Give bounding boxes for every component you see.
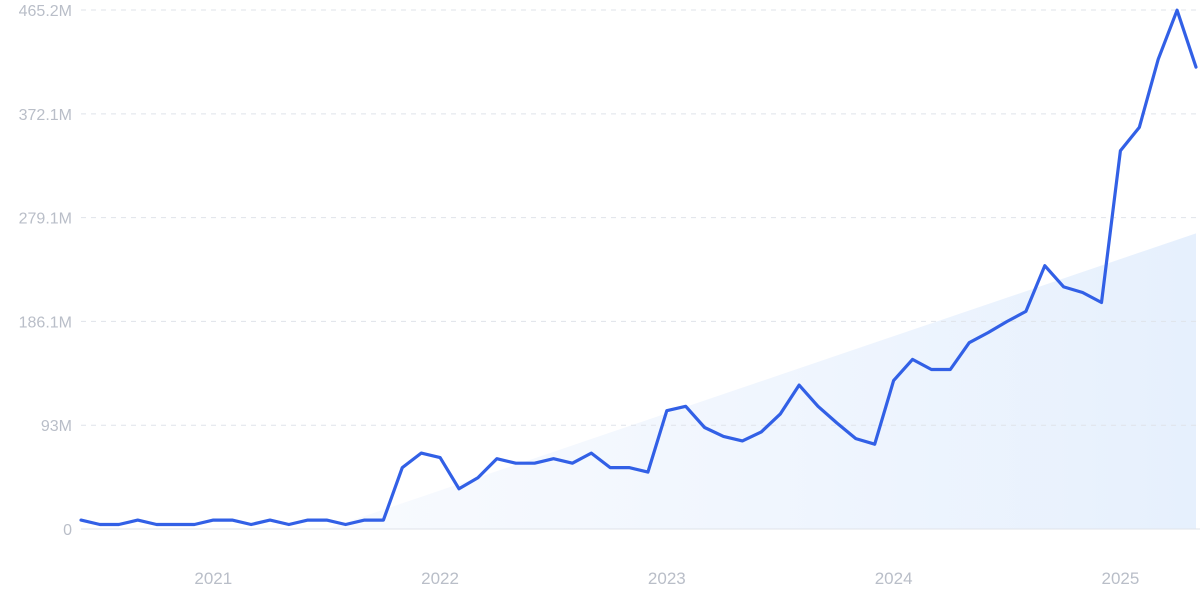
trend-area-layer xyxy=(326,233,1196,529)
y-tick-label: 279.1M xyxy=(19,211,72,228)
y-axis: 0 93M 186.1M 279.1M 372.1M 465.2M xyxy=(19,3,72,539)
x-tick-label: 2022 xyxy=(421,569,459,588)
x-axis: 2021 2022 2023 2024 2025 xyxy=(194,569,1139,588)
series-layer xyxy=(79,8,1198,527)
x-tick-label: 2024 xyxy=(875,569,913,588)
y-tick-label: 372.1M xyxy=(19,107,72,124)
trend-area xyxy=(326,233,1196,529)
y-tick-label: 93M xyxy=(41,418,72,435)
x-tick-label: 2023 xyxy=(648,569,686,588)
y-tick-label: 0 xyxy=(63,522,72,539)
y-tick-label: 465.2M xyxy=(19,3,72,20)
x-tick-label: 2025 xyxy=(1101,569,1139,588)
grid-layer xyxy=(81,9,1200,530)
x-tick-label: 2021 xyxy=(194,569,232,588)
series-line xyxy=(79,8,1198,527)
y-tick-label: 186.1M xyxy=(19,314,72,331)
